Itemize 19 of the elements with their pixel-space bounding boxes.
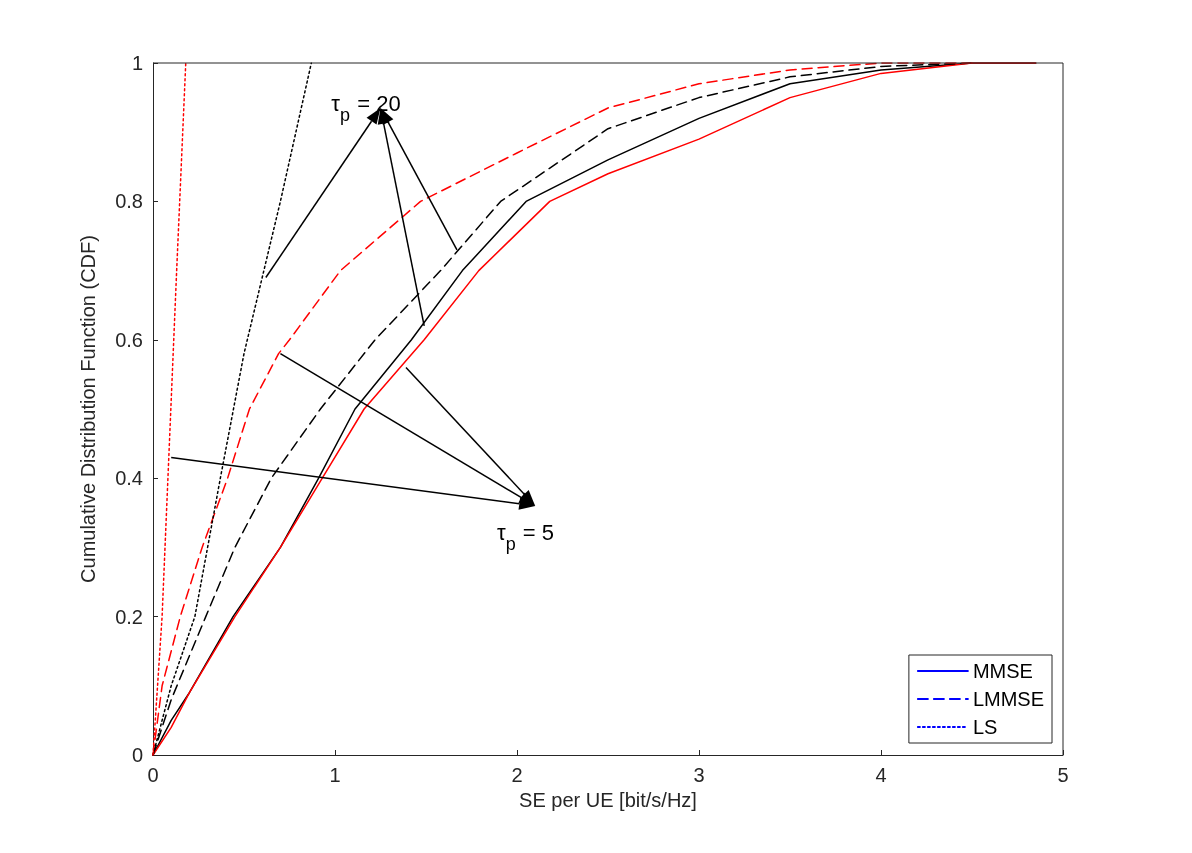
x-tick-label: 0 [147,764,159,786]
x-tick-label: 5 [1057,764,1069,786]
y-axis-title: Cumulative Distribution Function (CDF) [77,235,99,583]
x-tick-label: 1 [329,764,341,786]
y-tick-label: 0.2 [115,605,143,628]
y-tick-label: 0.4 [115,467,143,490]
x-tick-label: 2 [511,764,523,786]
y-tick-label: 1 [131,52,143,74]
x-axis-title: SE per UE [bit/s/Hz] [519,789,697,811]
y-tick-label: 0 [131,744,143,766]
legend-label: MMSE [972,660,1033,682]
annotation: τ$_{p}$ = 5 [496,520,555,555]
legend-label: LMMSE [972,688,1044,710]
x-tick-label: 4 [875,764,887,786]
y-tick-label: 0.8 [115,190,143,213]
legend-label: LS [972,716,998,738]
x-tick-label: 3 [693,764,705,786]
annotation: τ$_{p}$ = 20 [331,91,401,126]
y-tick-label: 0.6 [115,328,143,351]
